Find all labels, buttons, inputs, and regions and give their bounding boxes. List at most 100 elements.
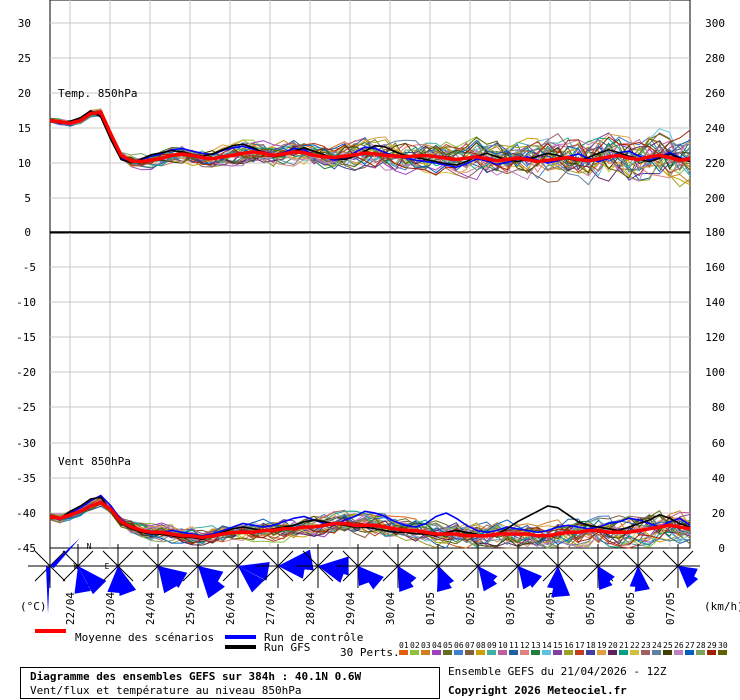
pert-number: 04 (432, 641, 442, 650)
wind-tick-label: -15 (16, 331, 36, 344)
wind-panel-label: Vent 850hPa (58, 455, 131, 468)
pert-number: 20 (608, 641, 618, 650)
date-label: 06/05 (624, 592, 637, 625)
pert-number: 13 (531, 641, 541, 650)
pert-number: 24 (652, 641, 662, 650)
rose-petal (238, 562, 270, 581)
pert-number: 16 (564, 641, 574, 650)
pert-number: 08 (476, 641, 486, 650)
date-label: 28/04 (304, 592, 317, 625)
date-label: 24/04 (144, 592, 157, 625)
date-label: 25/04 (184, 592, 197, 625)
pert-swatch (630, 650, 639, 655)
temp-right-tick-label: 280 (705, 52, 725, 65)
pert-number: 10 (498, 641, 508, 650)
pert-swatch (685, 650, 694, 655)
rose-petal (478, 566, 498, 586)
date-label: 26/04 (224, 592, 237, 625)
wind-member-line (49, 503, 691, 545)
pert-swatch (718, 650, 727, 655)
legend-perts-label: 30 Perts. (340, 646, 400, 659)
rose-petal (518, 566, 542, 588)
run-info: Ensemble GEFS du 21/04/2026 - 12Z (448, 665, 667, 678)
temp-tick-label: 0 (24, 226, 31, 239)
date-label: 22/04 (64, 592, 77, 625)
pert-swatch (619, 650, 628, 655)
date-label: 02/05 (464, 592, 477, 625)
pert-number: 05 (443, 641, 453, 650)
copyright: Copyright 2026 Meteociel.fr (448, 684, 627, 697)
temp-right-tick-label: 220 (705, 157, 725, 170)
rose-petal (46, 566, 50, 614)
rose-petal (518, 566, 536, 590)
rose-petal (358, 566, 371, 586)
wind-right-tick-label: 100 (705, 366, 725, 379)
rose-petal (78, 566, 107, 595)
pert-swatch (498, 650, 507, 655)
pert-swatch (564, 650, 573, 655)
date-label: 07/05 (664, 592, 677, 625)
pert-number: 06 (454, 641, 464, 650)
pert-number: 01 (399, 641, 409, 650)
rose-petal (107, 566, 124, 594)
pert-swatch (421, 650, 430, 655)
pert-swatch (542, 650, 551, 655)
wind-tick-label: -20 (16, 366, 36, 379)
pert-swatch (597, 650, 606, 655)
pert-swatch (520, 650, 529, 655)
legend-mean-label: Moyenne des scénarios (75, 631, 214, 644)
pert-number: 07 (465, 641, 475, 650)
wind-right-tick-label: 40 (712, 472, 725, 485)
pert-number: 28 (696, 641, 706, 650)
pert-swatch (663, 650, 672, 655)
date-label: 23/04 (104, 592, 117, 625)
wind-right-tick-label: 120 (705, 331, 725, 344)
wind-right-tick-label: 60 (712, 437, 725, 450)
pert-swatch (696, 650, 705, 655)
pert-swatch (454, 650, 463, 655)
wind-tick-label: -10 (16, 296, 36, 309)
wind-tick-label: -35 (16, 472, 36, 485)
temp-right-tick-label: 260 (705, 87, 725, 100)
temp-right-tick-label: 240 (705, 122, 725, 135)
pert-number: 09 (487, 641, 497, 650)
date-label: 03/05 (504, 592, 517, 625)
pert-number: 22 (630, 641, 640, 650)
pert-swatch (432, 650, 441, 655)
pert-number: 25 (663, 641, 673, 650)
wind-tick-label: -45 (16, 542, 36, 555)
legend-control-label: Run de contrôle (264, 631, 363, 644)
rose-petal (158, 566, 188, 588)
rose-petal (551, 566, 571, 598)
temp-tick-label: 10 (18, 157, 31, 170)
wind-panel-frame (49, 232, 691, 549)
pert-swatch (553, 650, 562, 655)
rose-petal (74, 566, 91, 594)
pert-swatch (487, 650, 496, 655)
temp-right-tick-label: 300 (705, 17, 725, 30)
pert-number: 12 (520, 641, 530, 650)
temp-tick-label: 25 (18, 52, 31, 65)
unit-left-label: (°C) (20, 600, 47, 613)
pert-number: 18 (586, 641, 596, 650)
wind-right-tick-label: 140 (705, 296, 725, 309)
pert-swatch (465, 650, 474, 655)
pert-number: 21 (619, 641, 629, 650)
rose-petal (678, 566, 699, 589)
rose-petal (678, 566, 698, 580)
pert-number: 26 (674, 641, 684, 650)
temp-panel-frame (49, 0, 691, 233)
rose-petal (198, 566, 224, 586)
wind-member-line (49, 500, 691, 548)
date-label: 27/04 (264, 592, 277, 625)
rose-petal (438, 566, 455, 588)
wind-right-tick-label: 20 (712, 507, 725, 520)
rose-petal (547, 566, 561, 590)
wind-mean-line (49, 500, 691, 540)
wind-right-tick-label: 0 (718, 542, 725, 555)
pert-swatch (509, 650, 518, 655)
wind-tick-label: -25 (16, 401, 36, 414)
temp-right-tick-label: 200 (705, 192, 725, 205)
wind-right-tick-label: 80 (712, 401, 725, 414)
wind-tick-label: -40 (16, 507, 36, 520)
